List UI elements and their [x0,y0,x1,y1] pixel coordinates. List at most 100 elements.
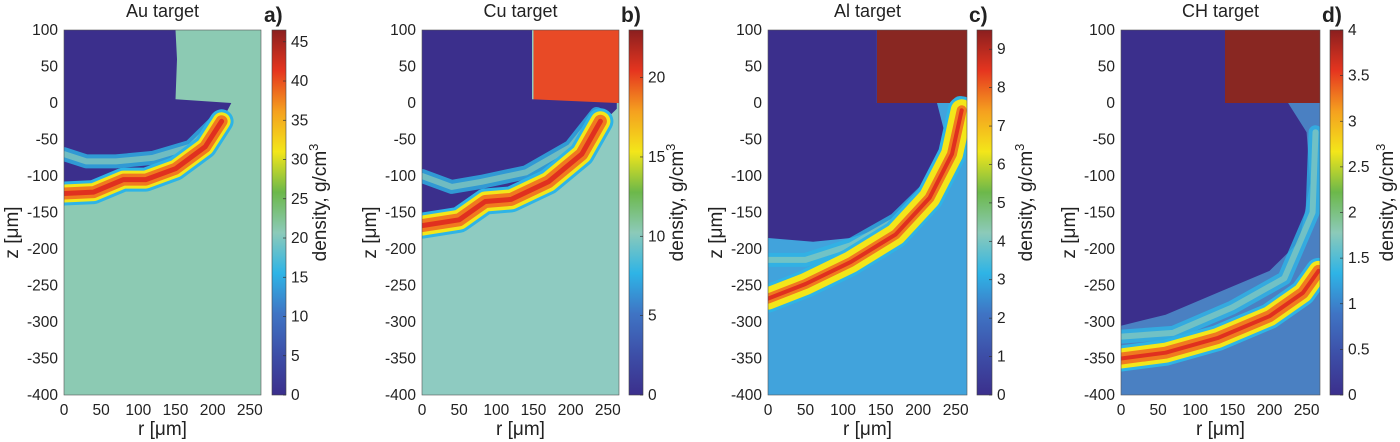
y-tick-label: -150 [731,205,762,222]
x-axis-label: r [μm] [138,419,187,440]
y-tick-label: -250 [385,278,416,295]
y-tick-label: -300 [731,314,762,331]
colorbar-tick-label: 45 [291,34,308,51]
y-tick-label: -400 [27,387,58,404]
colorbar-tick-label: 8 [997,80,1006,97]
shock-shell-peak [422,118,603,229]
panel-title: CH target [1182,1,1259,21]
y-tick-label: -400 [1084,387,1115,404]
plot-frame [767,29,968,396]
y-tick-label: 100 [32,22,58,39]
y-tick-label: -100 [385,168,416,185]
colorbar-tick-label: 0.5 [1348,341,1370,358]
x-tick-label: 200 [1257,402,1283,419]
colorbar-tick-label: 7 [997,118,1006,135]
x-axis-label: r [μm] [496,419,545,440]
y-tick-label: -250 [1084,278,1115,295]
y-tick-label: -350 [1084,351,1115,368]
x-tick-label: 150 [1219,402,1245,419]
unperturbed-target-block [533,30,619,103]
colorbar-label-superscript: 3 [306,144,321,151]
y-tick-label: -200 [27,241,58,258]
colorbar-tick-label: 2.5 [1348,159,1370,176]
colorbar-tick-label: 5 [997,195,1006,212]
unperturbed-target-block [1224,30,1320,103]
y-tick-label: 100 [736,22,762,39]
y-tick-label: -50 [740,132,763,149]
x-tick-label: 150 [868,402,894,419]
y-tick-label: 50 [41,59,59,76]
colorbar-tick-label: 20 [648,70,666,87]
panel-title: Au target [126,1,199,21]
colorbar [976,29,993,396]
y-tick-label: 0 [407,95,416,112]
colorbar-tick-label: 1 [997,349,1006,366]
plot-frame [421,29,620,396]
y-tick-label: 0 [1106,95,1115,112]
shock-shell-peak [64,118,225,196]
unperturbed-target-block [876,30,967,103]
colorbar-tick-label: 30 [291,152,309,169]
y-tick-label: -50 [394,132,417,149]
colorbar-tick-label: 0 [1348,387,1357,404]
colorbar-tick-label: 6 [997,156,1006,173]
panel-label: c) [969,4,988,27]
y-tick-label: 0 [753,95,762,112]
low-density-region [1121,30,1311,326]
colorbar-label: density, g/cm3 [1373,144,1398,262]
colorbar-label-text: density, g/cm [1377,151,1398,262]
colorbar-label-superscript: 3 [663,144,678,151]
heatmap-plot [768,30,967,395]
x-tick-label: 250 [943,402,969,419]
x-tick-label: 100 [1182,402,1208,419]
y-axis-label: z [μm] [1059,206,1080,258]
colorbar-label: density, g/cm3 [1012,144,1037,262]
y-tick-label: -250 [731,278,762,295]
x-tick-label: 0 [60,402,69,419]
rarefied-plasma-core [1121,129,1319,340]
x-tick-label: 50 [451,402,469,419]
x-tick-label: 200 [905,402,931,419]
panel-label: b) [621,4,641,27]
panel-title: Cu target [483,1,557,21]
x-tick-label: 100 [830,402,856,419]
y-tick-label: -350 [385,351,416,368]
x-tick-label: 150 [521,402,547,419]
colorbar-tick-label: 2 [997,310,1006,327]
y-tick-label: 100 [1089,22,1115,39]
y-tick-label: -200 [731,241,762,258]
y-axis-label: z [μm] [2,206,23,258]
x-tick-label: 200 [200,402,226,419]
y-tick-label: 50 [745,59,763,76]
y-tick-label: -300 [385,314,416,331]
x-tick-label: 100 [125,402,151,419]
colorbar-tick-label: 15 [648,149,665,166]
panel-label: a) [264,4,283,27]
colorbar-tick-label: 1.5 [1348,250,1370,267]
colorbar-label-text: density, g/cm [667,151,688,262]
y-tick-label: -300 [27,314,58,331]
y-tick-label: -250 [27,278,58,295]
shock-shell-peak [768,108,964,301]
y-tick-label: -400 [385,387,416,404]
x-tick-label: 250 [595,402,621,419]
y-tick-label: 100 [390,22,416,39]
y-tick-label: -100 [731,168,762,185]
colorbar-label: density, g/cm3 [663,144,688,262]
heatmap-plot [1121,30,1320,395]
y-tick-label: -150 [385,205,416,222]
heatmap-plot [422,30,619,395]
x-tick-label: 200 [558,402,584,419]
colorbar-tick-label: 20 [291,230,309,247]
x-tick-label: 250 [237,402,263,419]
colorbar-tick-label: 0 [291,387,300,404]
x-axis-label: r [μm] [843,419,892,440]
colorbar [271,29,287,396]
y-axis-label: z [μm] [360,206,381,258]
panel-title: Al target [834,1,901,21]
colorbar [628,29,644,396]
